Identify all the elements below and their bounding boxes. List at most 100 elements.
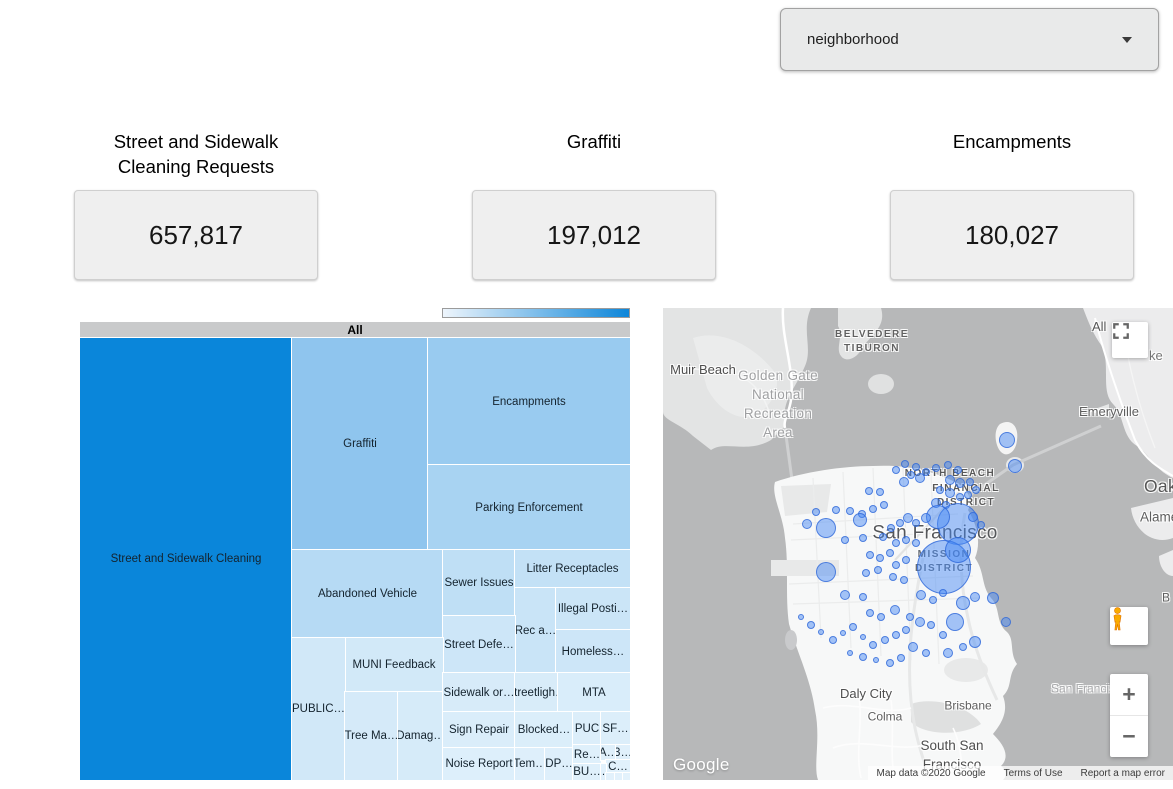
treemap-cell[interactable]: Re… [573, 745, 601, 764]
map-data-bubble[interactable] [999, 432, 1015, 448]
map-data-bubble[interactable] [887, 524, 895, 532]
map-data-bubble[interactable] [945, 537, 971, 563]
terms-of-use-link[interactable]: Terms of Use [1003, 767, 1063, 779]
treemap-cell[interactable]: C… [606, 760, 630, 773]
map-data-bubble[interactable] [802, 519, 812, 529]
map-data-bubble[interactable] [946, 613, 964, 631]
map-data-bubble[interactable] [944, 461, 952, 469]
map-data-bubble[interactable] [936, 486, 944, 494]
treemap-cell[interactable]: Blocked… [515, 712, 573, 748]
map-data-bubble[interactable] [907, 471, 915, 479]
map-data-bubble[interactable] [908, 642, 918, 652]
map-data-bubble[interactable] [812, 508, 820, 516]
map-data-bubble[interactable] [968, 512, 978, 522]
map-data-bubble[interactable] [906, 613, 914, 621]
map-data-bubble[interactable] [945, 475, 955, 485]
treemap-cell[interactable]: Streetligh… [515, 673, 558, 712]
map-data-bubble[interactable] [916, 590, 926, 600]
map-data-bubble[interactable] [886, 549, 894, 557]
treemap-cell[interactable] [623, 773, 630, 780]
map-data-bubble[interactable] [956, 596, 970, 610]
report-map-error-link[interactable]: Report a map error [1080, 767, 1165, 779]
treemap-cell[interactable]: PUC [573, 712, 601, 745]
treemap-cell[interactable]: Litter Receptacles [515, 550, 630, 588]
treemap-cell[interactable]: MUNI Feedback [345, 638, 443, 692]
map-data-bubble[interactable] [889, 573, 897, 581]
treemap-cell[interactable]: Damag… [398, 692, 443, 780]
map-data-bubble[interactable] [880, 501, 888, 509]
map-data-bubble[interactable] [900, 576, 908, 584]
map-data-bubble[interactable] [877, 613, 885, 621]
map-data-bubble[interactable] [912, 539, 920, 547]
map-data-bubble[interactable] [903, 513, 913, 523]
map-data-bubble[interactable] [987, 592, 999, 604]
treemap-cell[interactable]: DP… [545, 748, 573, 780]
map-data-bubble[interactable] [881, 636, 889, 644]
treemap-cell[interactable]: Street Defe… [443, 616, 515, 673]
map-data-bubble[interactable] [832, 506, 840, 514]
map-data-bubble[interactable] [943, 648, 953, 658]
map-data-bubble[interactable] [818, 629, 824, 635]
map-data-bubble[interactable] [922, 468, 930, 476]
map-data-bubble[interactable] [912, 463, 920, 471]
map-data-bubble[interactable] [954, 466, 962, 474]
treemap-cell[interactable]: MTA [558, 673, 630, 712]
treemap-cell[interactable]: Noise Report [443, 748, 515, 780]
map-data-bubble[interactable] [929, 596, 937, 604]
map-data-bubble[interactable] [859, 653, 867, 661]
map-data-bubble[interactable] [876, 488, 884, 496]
map-data-bubble[interactable] [897, 654, 905, 662]
map-data-bubble[interactable] [955, 478, 965, 488]
map-data-bubble[interactable] [969, 636, 981, 648]
map-data-bubble[interactable] [841, 536, 849, 544]
treemap-cell[interactable]: Illegal Posti… [556, 588, 630, 630]
map-data-bubble[interactable] [915, 617, 925, 627]
treemap-cell[interactable]: Rec a… [515, 588, 556, 673]
map-data-bubble[interactable] [939, 631, 947, 639]
zoom-out-button[interactable]: − [1110, 715, 1148, 757]
map-data-bubble[interactable] [849, 623, 857, 631]
map[interactable]: All ke BELVEDERE TIBURON Muir Beach Golden G… [663, 308, 1173, 780]
map-data-bubble[interactable] [853, 513, 867, 527]
map-data-bubble[interactable] [932, 464, 940, 472]
treemap-cell[interactable]: Tree Ma… [345, 692, 398, 780]
map-data-bubble[interactable] [859, 593, 867, 601]
map-data-bubble[interactable] [866, 609, 874, 617]
treemap-breadcrumb[interactable]: All [80, 322, 630, 338]
treemap-cell[interactable]: Sewer Issues [443, 550, 515, 616]
treemap-cell[interactable]: Homeless… [556, 630, 630, 673]
map-data-bubble[interactable] [866, 551, 874, 559]
map-data-bubble[interactable] [798, 614, 804, 620]
treemap-cell[interactable]: SF… [601, 712, 630, 745]
map-data-bubble[interactable] [977, 521, 985, 529]
zoom-in-button[interactable]: + [1122, 681, 1136, 707]
treemap-cell[interactable]: … [601, 764, 606, 780]
map-data-bubble[interactable] [892, 466, 900, 474]
map-data-bubble[interactable] [927, 621, 935, 629]
map-data-bubble[interactable] [972, 486, 980, 494]
treemap-cell[interactable]: A… [601, 745, 616, 760]
treemap-cell[interactable]: Abandoned Vehicle [292, 550, 443, 638]
map-data-bubble[interactable] [869, 505, 877, 513]
map-data-bubble[interactable] [902, 556, 910, 564]
map-data-bubble[interactable] [915, 473, 925, 483]
map-data-bubble[interactable] [847, 650, 853, 656]
treemap-cell[interactable]: PUBLIC… [292, 638, 345, 780]
map-data-bubble[interactable] [846, 507, 854, 515]
map-data-bubble[interactable] [956, 493, 964, 501]
treemap-cell[interactable]: Street and Sidewalk Cleaning [80, 338, 292, 780]
map-data-bubble[interactable] [816, 562, 836, 582]
treemap-cell[interactable]: 3… [616, 745, 630, 760]
map-data-bubble[interactable] [912, 519, 920, 527]
treemap-cell[interactable]: Encampments [428, 338, 630, 465]
map-data-bubble[interactable] [840, 630, 846, 636]
map-data-bubble[interactable] [1001, 617, 1011, 627]
map-data-bubble[interactable] [869, 641, 877, 649]
map-data-bubble[interactable] [945, 488, 955, 498]
map-data-bubble[interactable] [862, 569, 870, 577]
map-data-bubble[interactable] [892, 631, 900, 639]
map-data-bubble[interactable] [902, 536, 910, 544]
map-data-bubble[interactable] [873, 657, 879, 663]
map-data-bubble[interactable] [860, 634, 866, 640]
map-data-bubble[interactable] [899, 477, 909, 487]
